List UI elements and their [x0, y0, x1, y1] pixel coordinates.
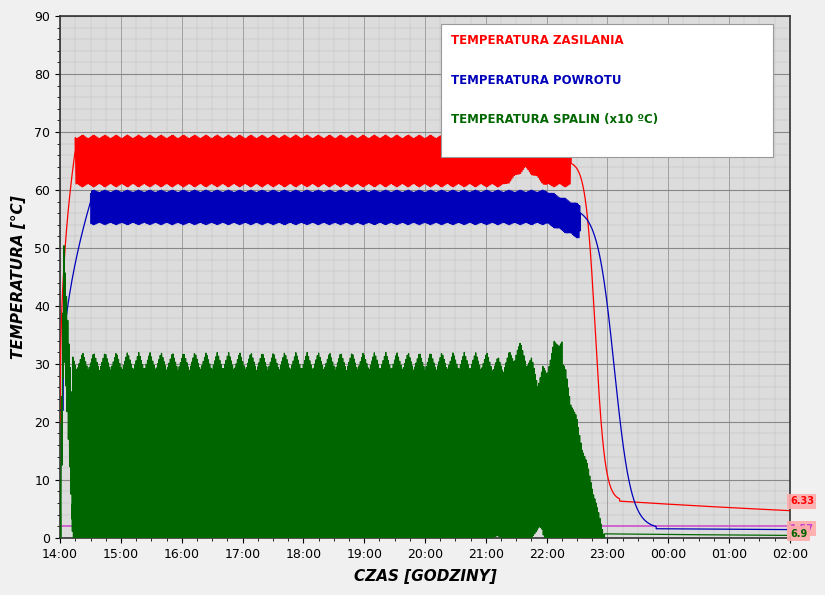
Text: TEMPERATURA POWROTU: TEMPERATURA POWROTU [450, 74, 621, 86]
Y-axis label: TEMPERATURA [°C]: TEMPERATURA [°C] [11, 195, 26, 359]
FancyBboxPatch shape [441, 24, 773, 157]
Text: TEMPERATURA SPALIN (x10 ºC): TEMPERATURA SPALIN (x10 ºC) [450, 112, 658, 126]
Text: 6.33: 6.33 [790, 496, 814, 506]
X-axis label: CZAS [GODZINY]: CZAS [GODZINY] [354, 569, 497, 584]
Text: TEMPERATURA ZASILANIA: TEMPERATURA ZASILANIA [450, 35, 623, 48]
Text: 1.57: 1.57 [790, 524, 814, 534]
Text: 6.9: 6.9 [790, 529, 807, 539]
